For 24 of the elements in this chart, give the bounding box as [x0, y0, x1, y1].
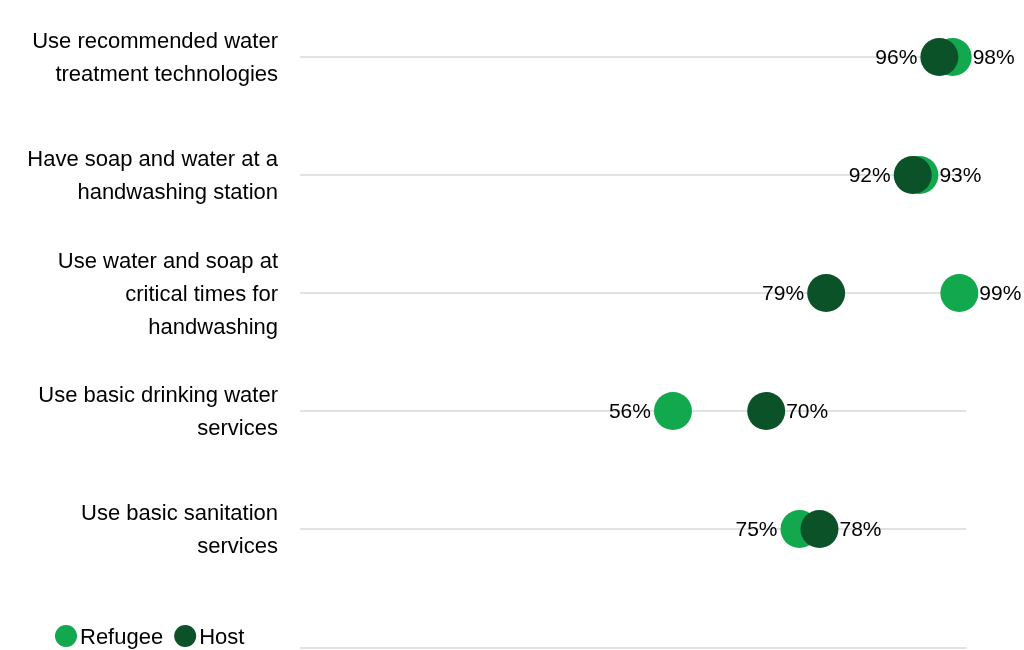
data-label: 92% — [848, 163, 891, 187]
y-tick-label: Use recommended water treatment technologies — [32, 28, 278, 87]
y-tick-label: Use basic drinking water services — [38, 382, 278, 441]
data-label: 56% — [608, 399, 651, 423]
data-label: 98% — [972, 45, 1015, 69]
data-label: 99% — [979, 281, 1022, 305]
point — [800, 510, 839, 548]
data-label: 79% — [762, 281, 805, 305]
legend-label: Host — [199, 623, 245, 649]
point — [747, 392, 786, 430]
y-tick-label: Use water and soap at critical times for handwashing — [57, 247, 278, 339]
y-tick-label: Have soap and water at a handwashing station — [27, 146, 279, 205]
data-label: 78% — [839, 517, 882, 541]
data-label: 96% — [875, 45, 918, 69]
point — [653, 392, 692, 430]
legend-label: Refugee — [80, 623, 164, 649]
point — [940, 274, 979, 312]
data-label: 75% — [735, 517, 778, 541]
y-tick-label: Use basic sanitation services — [81, 500, 278, 559]
point — [920, 38, 959, 76]
point — [807, 274, 846, 312]
data-label: 93% — [939, 163, 982, 187]
data-label: 70% — [786, 399, 829, 423]
point — [893, 156, 932, 194]
